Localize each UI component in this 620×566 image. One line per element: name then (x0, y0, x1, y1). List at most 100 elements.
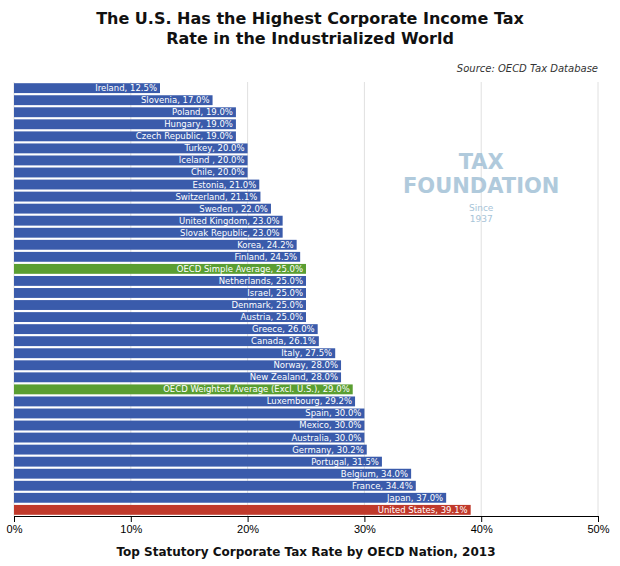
data-label: Slovak Republic, 23.0% (180, 228, 280, 238)
bar (14, 384, 353, 394)
bars (14, 83, 471, 515)
data-label: Israel, 25.0% (247, 288, 303, 298)
bar (14, 348, 335, 358)
title: The U.S. Has the Highest Corporate Incom… (96, 9, 524, 48)
bar (14, 204, 271, 214)
bar (14, 336, 319, 346)
grid-line (598, 82, 599, 516)
data-label: France, 34.4% (352, 481, 413, 491)
bar (14, 457, 382, 467)
data-label: Netherlands, 25.0% (219, 276, 303, 286)
chart: The U.S. Has the Highest Corporate Incom… (0, 0, 620, 566)
data-label: New Zealand, 28.0% (250, 372, 338, 382)
data-label: Finland, 24.5% (234, 252, 297, 262)
x-tick-mark (248, 516, 249, 522)
data-label: Poland, 19.0% (172, 107, 233, 117)
bar (14, 445, 367, 455)
bar (14, 360, 341, 370)
x-tick: 0% (7, 516, 23, 535)
bar (14, 481, 416, 491)
bar (14, 228, 283, 238)
source: Source: OECD Tax Database (457, 63, 598, 74)
bar (14, 421, 364, 431)
x-tick: 50% (587, 516, 609, 535)
data-label: Germany, 30.2% (292, 445, 363, 455)
data-labels: Ireland, 12.5%Slovenia, 17.0%Poland, 19.… (95, 83, 468, 515)
bar (14, 505, 471, 515)
watermark: TAXFOUNDATION (403, 150, 559, 198)
x-axis: 0% 10% 20% 30% 40% 50% (7, 516, 610, 535)
bar (14, 276, 306, 286)
bar (14, 180, 259, 190)
data-label: Luxembourg, 29.2% (267, 396, 352, 406)
bar (14, 168, 248, 178)
bar (14, 95, 213, 105)
data-label: OECD Simple Average, 25.0% (177, 264, 303, 274)
data-label: Denmark, 25.0% (232, 300, 303, 310)
x-tick-label: 20% (237, 523, 259, 535)
data-label: Switzerland, 21.1% (175, 192, 257, 202)
data-label: Iceland , 20.0% (179, 155, 245, 165)
x-axis-title: Top Statutory Corporate Tax Rate by OECD… (116, 545, 495, 559)
data-label: United Kingdom, 23.0% (179, 216, 280, 226)
bar (14, 143, 248, 153)
bar (14, 409, 364, 419)
watermark-line: TAX (459, 150, 504, 174)
x-tick-label: 0% (7, 523, 23, 535)
x-tick-label: 40% (471, 523, 493, 535)
x-tick: 40% (471, 516, 493, 535)
x-tick-mark (364, 516, 365, 522)
data-label: Austria, 25.0% (241, 312, 303, 322)
bar (14, 155, 248, 165)
x-tick-mark (14, 516, 15, 522)
data-label: Norway, 28.0% (273, 360, 338, 370)
data-label: Canada, 26.1% (251, 336, 316, 346)
data-label: Japan, 37.0% (386, 493, 443, 503)
bar (14, 288, 306, 298)
bar (14, 324, 318, 334)
data-label: Australia, 30.0% (291, 433, 361, 443)
watermark-since-line: Since (469, 203, 494, 213)
data-label: Turkey, 20.0% (184, 143, 245, 153)
bar (14, 216, 283, 226)
bar (14, 396, 355, 406)
x-tick: 30% (354, 516, 376, 535)
data-label: Estonia, 21.0% (193, 180, 257, 190)
bar (14, 493, 446, 503)
bar (14, 252, 300, 262)
bar (14, 240, 297, 250)
data-label: Czech Republic, 19.0% (136, 131, 233, 141)
x-tick: 10% (120, 516, 142, 535)
title-line: The U.S. Has the Highest Corporate Incom… (96, 9, 524, 28)
data-label: Belgium, 34.0% (341, 469, 408, 479)
bar (14, 131, 236, 141)
watermark-since-line: 1937 (470, 214, 493, 224)
bar (14, 312, 306, 322)
data-label: Italy, 27.5% (281, 348, 332, 358)
data-label: Chile, 20.0% (191, 167, 245, 177)
data-label: Mexico, 30.0% (299, 420, 361, 430)
data-label: Spain, 30.0% (305, 408, 361, 418)
bar (14, 372, 341, 382)
bar (14, 83, 160, 93)
x-tick-mark (598, 516, 599, 522)
bar (14, 264, 306, 274)
x-tick-label: 50% (587, 523, 609, 535)
data-label: United States, 39.1% (378, 505, 468, 515)
x-axis-line (15, 517, 599, 523)
data-label: OECD Weighted Average (Excl. U.S.), 29.0… (163, 384, 350, 394)
x-tick-mark (481, 516, 482, 522)
data-label: Hungary, 19.0% (164, 119, 233, 129)
grid (14, 82, 598, 516)
watermark-line: FOUNDATION (403, 174, 559, 198)
x-tick-label: 30% (354, 523, 376, 535)
plot: TAXFOUNDATION Since1937Ireland, 12.5%Slov… (7, 82, 610, 559)
data-label: Greece, 26.0% (252, 324, 315, 334)
data-label: Korea, 24.2% (237, 240, 294, 250)
bar (14, 433, 364, 443)
x-tick-label: 10% (120, 523, 142, 535)
bar (14, 469, 411, 479)
data-label: Portugal, 31.5% (311, 457, 379, 467)
x-tick: 20% (237, 516, 259, 535)
data-label: Sweden , 22.0% (199, 204, 268, 214)
